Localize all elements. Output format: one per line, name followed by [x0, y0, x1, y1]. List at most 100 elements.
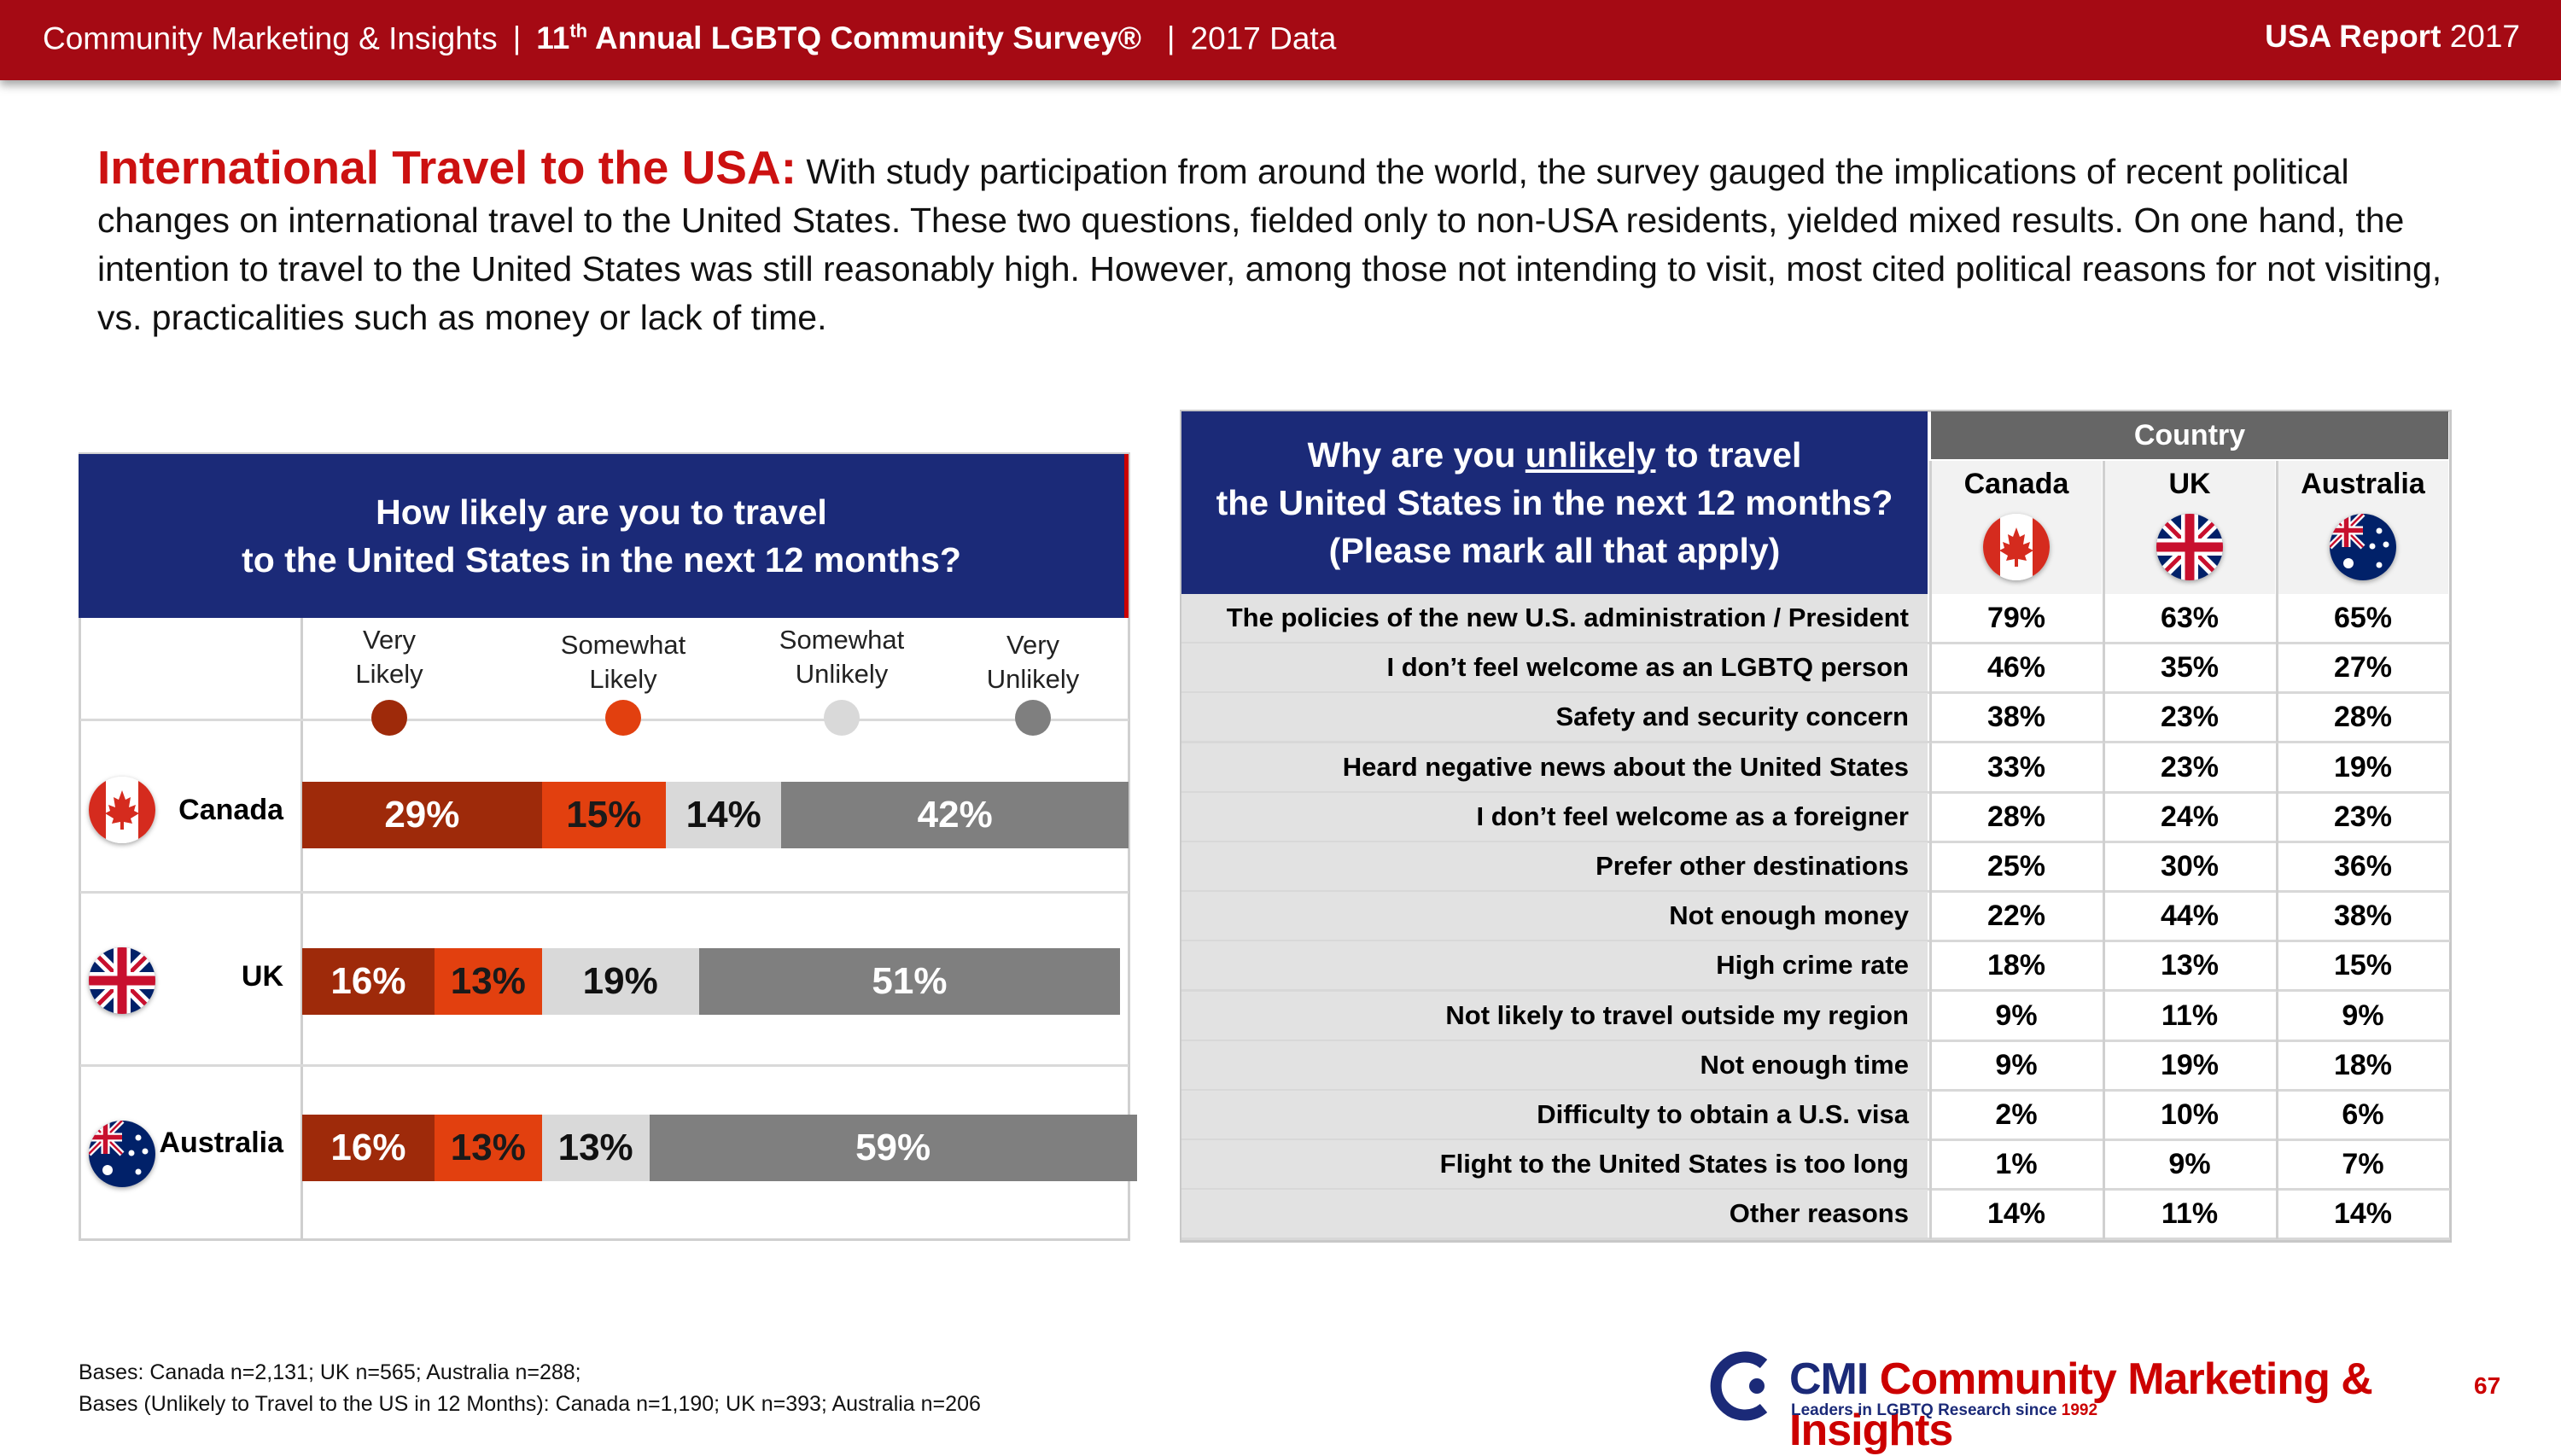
row-label: Not enough time: [1181, 1040, 1928, 1089]
column-divider: [1929, 792, 1932, 842]
chart-axis-line: [300, 618, 303, 1239]
row-value: 10%: [2160, 1098, 2220, 1131]
row-value: 23%: [2160, 701, 2220, 734]
column-divider: [1929, 594, 1932, 644]
column-divider: [2276, 1140, 2278, 1191]
chart-row-divider: [80, 1064, 1129, 1067]
row-value: 9%: [1995, 999, 2038, 1032]
column-divider: [1929, 644, 1932, 694]
column-divider: [1929, 461, 1932, 594]
report-label: USA Report 2017: [2265, 19, 2520, 54]
banner-left: Community Marketing & Insights | 11th Annu…: [43, 20, 1337, 56]
bases-line-2: Bases (Unlikely to Travel to the US in 1…: [79, 1392, 981, 1416]
column-header-uk: UK: [2104, 461, 2275, 594]
row-label: I don’t feel welcome as a foreigner: [1181, 792, 1928, 841]
row-value: 18%: [1986, 949, 2046, 982]
intro-heading: International Travel to the USA:: [97, 141, 797, 194]
canada-flag-icon: [89, 777, 155, 843]
row-divider: [1181, 989, 2450, 993]
row-value: 24%: [2160, 800, 2220, 833]
row-divider: [1181, 741, 2450, 744]
table-row: Difficulty to obtain a U.S. visa 2% 10% 6%: [1181, 1091, 2450, 1141]
column-divider: [2276, 1040, 2278, 1091]
table-row: Flight to the United States is too long 1…: [1181, 1140, 2450, 1191]
row-value: 2%: [1995, 1098, 2038, 1131]
table-row: Other reasons 14% 11% 14%: [1181, 1190, 2450, 1241]
australia-flag-icon: [89, 1121, 155, 1187]
column-divider: [2103, 792, 2105, 842]
row-label: I don’t feel welcome as an LGBTQ person: [1181, 644, 1928, 692]
table-row: Not enough money 22% 44% 38%: [1181, 892, 2450, 943]
column-header-label: Canada: [1963, 468, 2069, 500]
row-value: 63%: [2160, 602, 2220, 634]
row-value: 44%: [2160, 900, 2220, 933]
column-divider: [2103, 991, 2105, 1041]
row-divider: [1181, 940, 2450, 943]
column-divider: [2276, 1091, 2278, 1140]
bar-value-label: 42%: [917, 794, 993, 836]
column-divider: [2276, 892, 2278, 942]
column-divider: [1929, 1140, 1932, 1191]
intro-text: With study participation from around the…: [97, 152, 2442, 337]
column-divider: [1929, 1091, 1932, 1140]
bar-segment: [698, 948, 1121, 1015]
column-divider: [2276, 792, 2278, 842]
column-divider: [2103, 461, 2105, 594]
bar-segment: [302, 782, 542, 848]
data-year: 2017 Data: [1190, 20, 1337, 56]
row-value: 38%: [2333, 900, 2393, 933]
row-label: Prefer other destinations: [1181, 842, 1928, 890]
row-label: High crime rate: [1181, 941, 1928, 990]
country-label: Australia: [159, 1127, 284, 1159]
column-divider: [1929, 1190, 1932, 1240]
bases-note: Bases: Canada n=2,131; UK n=565; Austral…: [79, 1357, 981, 1420]
column-divider: [2103, 941, 2105, 992]
bar-segment: [781, 782, 1129, 848]
row-value: 18%: [2333, 1048, 2393, 1081]
bar-value-label: 13%: [450, 960, 526, 1002]
row-value: 23%: [2333, 800, 2393, 833]
row-label: The policies of the new U.S. administrat…: [1181, 594, 1928, 642]
column-header-label: UK: [2168, 468, 2211, 500]
row-label: Other reasons: [1181, 1190, 1928, 1238]
row-value: 28%: [1986, 800, 2046, 833]
column-divider: [2276, 693, 2278, 743]
legend-label: Very Unlikely: [986, 630, 1080, 694]
row-divider: [1181, 1238, 2450, 1241]
row-divider: [1181, 1088, 2450, 1092]
column-divider: [2103, 743, 2105, 793]
bar-segment: [302, 948, 435, 1015]
row-divider: [1181, 1039, 2450, 1042]
table-row: High crime rate 18% 13% 15%: [1181, 941, 2450, 993]
bar-segment: [434, 1115, 542, 1181]
table-question: Why are you unlikely to travel the Unite…: [1181, 411, 1928, 594]
logo-tagline: Leaders in LGBTQ Research since 1992: [1791, 1401, 2098, 1419]
column-divider: [2276, 941, 2278, 992]
column-divider: [2276, 842, 2278, 892]
bar-value-label: 16%: [330, 960, 406, 1002]
row-divider: [1181, 691, 2450, 695]
intro-paragraph: International Travel to the USA: With st…: [97, 143, 2488, 342]
row-value: 19%: [2160, 1048, 2220, 1081]
table-row: Not likely to travel outside my region 9%…: [1181, 991, 2450, 1042]
column-divider: [1929, 1040, 1932, 1091]
row-label: Safety and security concern: [1181, 693, 1928, 742]
bar-value-label: 13%: [450, 1127, 526, 1168]
row-value: 23%: [2160, 750, 2220, 783]
row-value: 33%: [1986, 750, 2046, 783]
bar-segment: [541, 1115, 650, 1181]
bar-value-label: 14%: [685, 794, 761, 836]
canada-flag-icon: [1983, 514, 2050, 580]
legend-label: Somewhat Likely: [560, 630, 686, 694]
row-value: 9%: [1995, 1048, 2038, 1081]
top-banner: Community Marketing & Insights | 11th Annu…: [0, 0, 2561, 80]
table-row: Safety and security concern 38% 23% 28%: [1181, 693, 2450, 744]
column-divider: [1929, 743, 1932, 793]
table-row: Not enough time 9% 19% 18%: [1181, 1040, 2450, 1092]
column-divider: [2103, 594, 2105, 644]
column-divider: [2276, 991, 2278, 1041]
column-header-australia: Australia: [2278, 461, 2448, 594]
bar-value-label: 29%: [384, 794, 460, 836]
country-label: UK: [241, 960, 283, 993]
australia-flag-icon: [2330, 514, 2396, 580]
